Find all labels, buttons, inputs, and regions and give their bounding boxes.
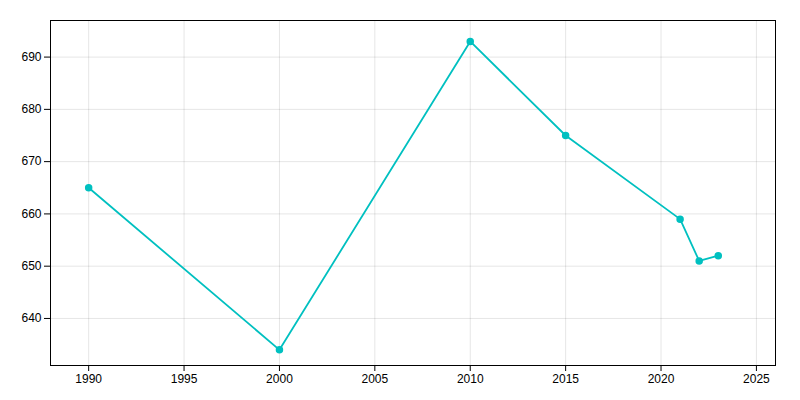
svg-text:2010: 2010 <box>457 372 484 386</box>
svg-text:2020: 2020 <box>648 372 675 386</box>
svg-text:690: 690 <box>21 50 41 64</box>
svg-text:660: 660 <box>21 207 41 221</box>
svg-text:2005: 2005 <box>361 372 388 386</box>
svg-text:2000: 2000 <box>266 372 293 386</box>
svg-text:1995: 1995 <box>171 372 198 386</box>
svg-text:640: 640 <box>21 311 41 325</box>
svg-text:680: 680 <box>21 102 41 116</box>
svg-text:650: 650 <box>21 259 41 273</box>
svg-text:1990: 1990 <box>75 372 102 386</box>
svg-text:2015: 2015 <box>552 372 579 386</box>
svg-text:670: 670 <box>21 154 41 168</box>
svg-text:2025: 2025 <box>743 372 770 386</box>
